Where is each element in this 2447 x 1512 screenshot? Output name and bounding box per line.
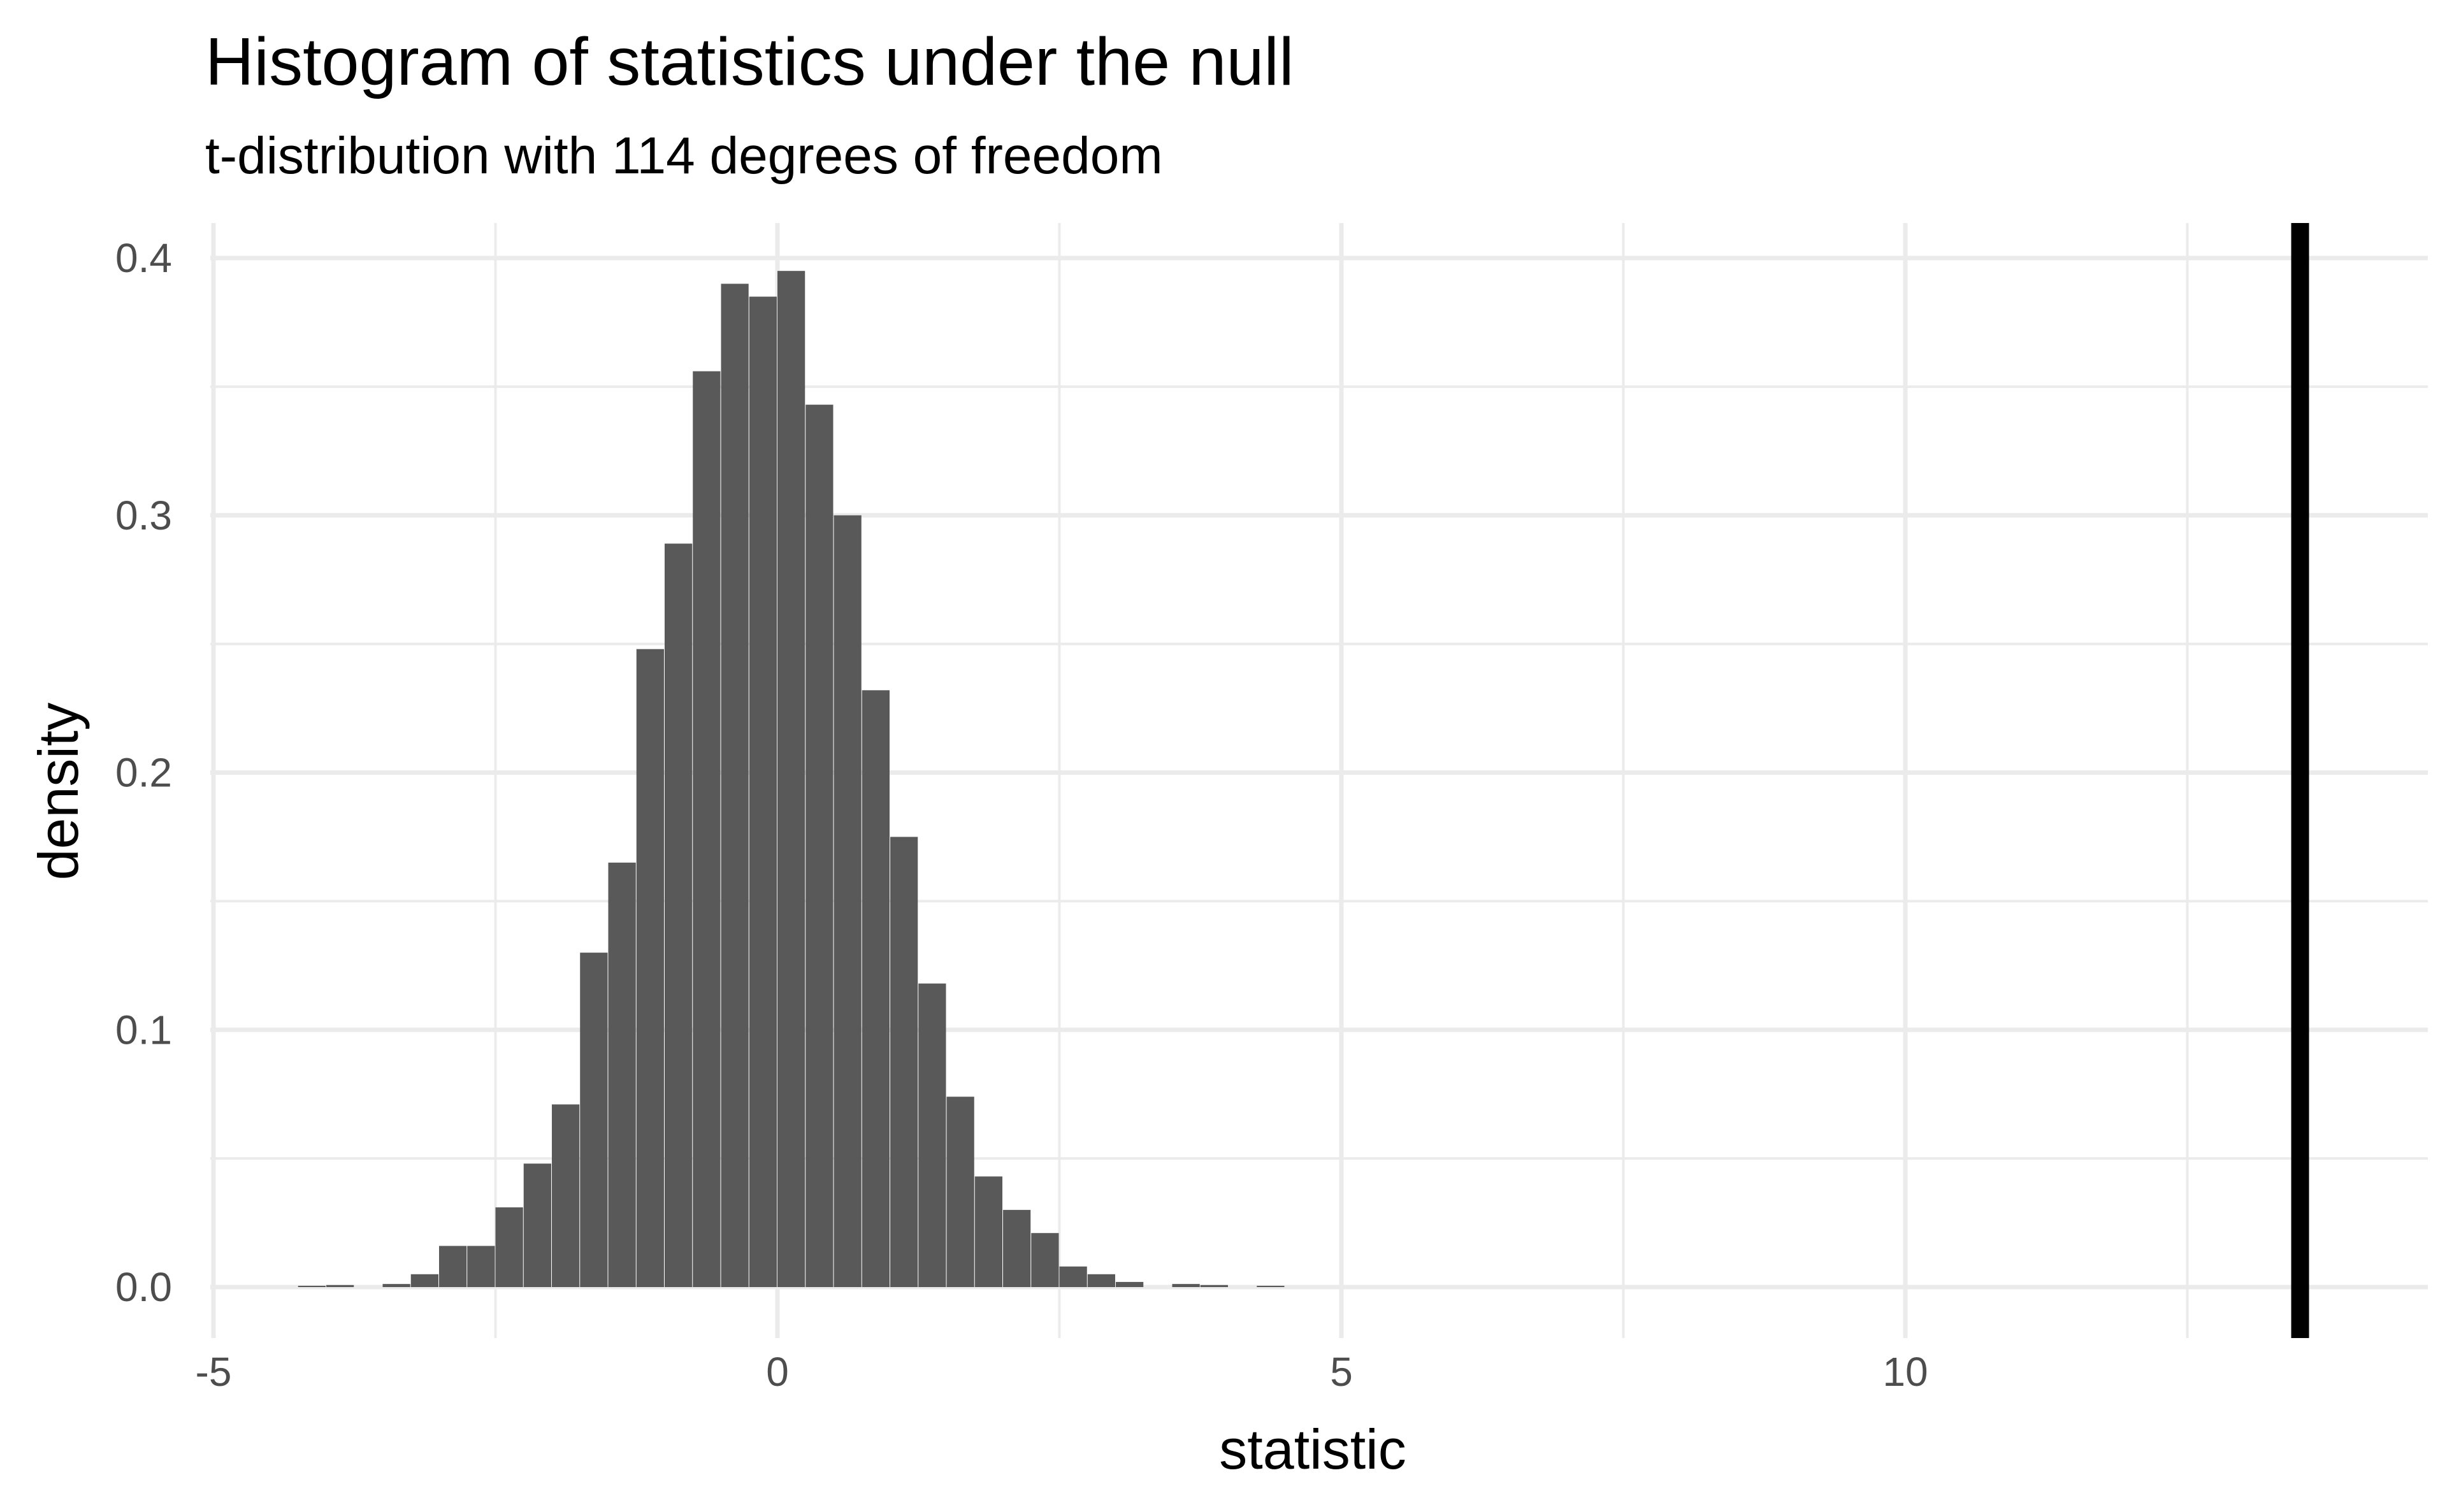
histogram-bar — [665, 544, 693, 1287]
histogram-bar — [721, 284, 749, 1287]
grid-lines — [210, 223, 2428, 1338]
histogram-bar — [918, 983, 946, 1287]
histogram-bar — [608, 862, 636, 1287]
histogram-bar — [862, 690, 890, 1287]
histogram-bar — [495, 1207, 523, 1287]
histogram-bar — [410, 1274, 438, 1287]
histogram-bar — [1116, 1281, 1144, 1287]
x-tick-label: 0 — [766, 1349, 789, 1395]
histogram-bar — [1059, 1266, 1087, 1287]
histogram-bars — [298, 271, 1285, 1288]
y-tick-label: 0.0 — [115, 1264, 172, 1310]
y-axis-ticks: 0.0 0.1 0.2 0.3 0.4 — [115, 235, 172, 1310]
histogram-bar — [636, 649, 664, 1287]
histogram-bar — [805, 405, 834, 1288]
histogram-bar — [890, 837, 918, 1287]
y-tick-label: 0.3 — [115, 493, 172, 538]
chart-subtitle: t-distribution with 114 degrees of freed… — [205, 127, 1163, 185]
histogram-bar — [580, 953, 608, 1287]
histogram-bar — [1003, 1209, 1031, 1287]
y-tick-label: 0.2 — [115, 750, 172, 796]
histogram-bar — [834, 515, 862, 1287]
histogram-bar — [326, 1285, 354, 1287]
histogram-bar — [946, 1097, 974, 1287]
chart-title: Histogram of statistics under the null — [205, 24, 1294, 99]
x-tick-label: -5 — [196, 1349, 232, 1395]
histogram-bar — [777, 271, 805, 1287]
histogram-bar — [1257, 1285, 1285, 1287]
x-tick-label: 5 — [1330, 1349, 1353, 1395]
x-tick-label: 10 — [1882, 1349, 1928, 1395]
y-axis-title: density — [27, 703, 90, 881]
histogram-bar — [749, 296, 777, 1287]
histogram-bar — [523, 1163, 551, 1287]
x-axis-title: statistic — [1219, 1418, 1406, 1481]
histogram-bar — [552, 1104, 580, 1287]
histogram-bar — [974, 1176, 1002, 1287]
x-axis-ticks: -5 0 5 10 — [196, 1349, 1928, 1395]
histogram-bar — [1031, 1233, 1059, 1287]
histogram-bar — [382, 1284, 410, 1287]
histogram-bar — [1172, 1284, 1200, 1287]
histogram-bar — [1200, 1285, 1228, 1287]
y-tick-label: 0.1 — [115, 1007, 172, 1053]
y-tick-label: 0.4 — [115, 235, 172, 281]
histogram-bar — [693, 371, 721, 1287]
histogram-bar — [298, 1285, 326, 1287]
histogram-bar — [467, 1246, 495, 1287]
histogram-bar — [1087, 1274, 1115, 1287]
histogram-bar — [439, 1246, 467, 1287]
